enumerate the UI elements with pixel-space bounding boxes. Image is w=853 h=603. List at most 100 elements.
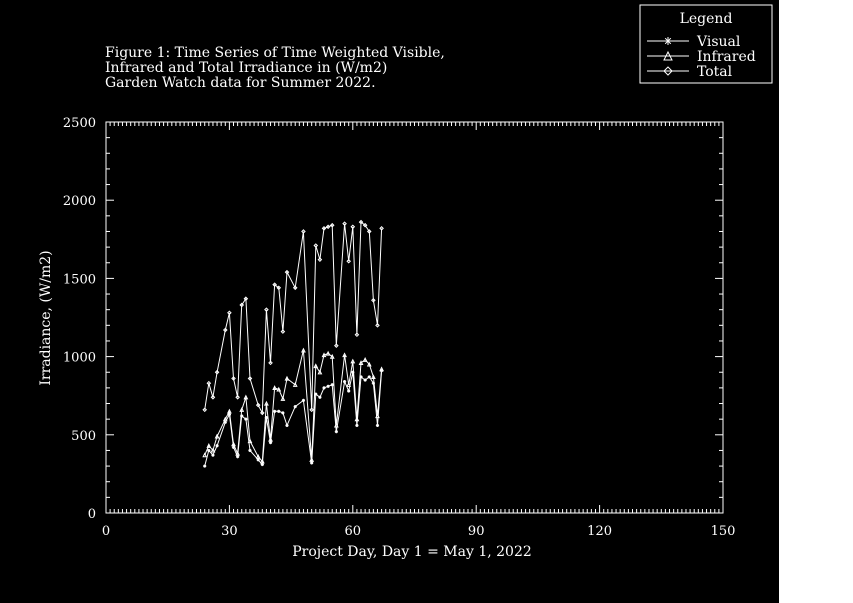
data-point-total bbox=[276, 285, 282, 291]
data-point-infrared bbox=[333, 422, 339, 428]
data-point-total bbox=[309, 407, 314, 413]
data-point-total bbox=[210, 394, 216, 400]
data-point-total bbox=[239, 302, 245, 308]
data-point-total bbox=[264, 307, 269, 312]
data-point-total bbox=[243, 296, 249, 302]
legend-entry-total: Total bbox=[647, 64, 733, 80]
data-point-infrared bbox=[284, 375, 290, 381]
data-point-total bbox=[222, 327, 228, 333]
data-point-total bbox=[292, 285, 298, 291]
data-point-total bbox=[329, 222, 335, 228]
data-point-total bbox=[280, 329, 286, 334]
x-tick-label: 0 bbox=[102, 524, 110, 539]
data-point-total bbox=[354, 332, 360, 338]
data-point-infrared bbox=[313, 363, 319, 369]
data-point-total bbox=[313, 243, 319, 248]
data-point-infrared bbox=[268, 436, 273, 442]
data-point-total bbox=[231, 376, 236, 381]
data-point-infrared bbox=[375, 413, 380, 419]
data-point-visual bbox=[277, 409, 281, 413]
data-point-visual bbox=[301, 398, 306, 402]
data-point-total bbox=[284, 269, 290, 275]
y-tick-label: 500 bbox=[71, 429, 96, 444]
data-point-total bbox=[346, 258, 351, 264]
series-infrared bbox=[202, 347, 385, 464]
data-point-visual bbox=[318, 395, 322, 399]
legend-box bbox=[639, 4, 773, 84]
data-point-infrared bbox=[231, 441, 236, 447]
data-point-infrared bbox=[366, 361, 372, 367]
data-point-visual bbox=[363, 378, 367, 382]
data-point-total bbox=[342, 221, 347, 226]
data-point-total bbox=[325, 224, 331, 230]
data-point-total bbox=[255, 402, 261, 408]
data-point-total bbox=[362, 222, 368, 228]
x-tick-label: 120 bbox=[587, 524, 612, 539]
data-point-infrared bbox=[202, 452, 208, 458]
data-point-visual bbox=[268, 441, 273, 445]
legend-label: Visual bbox=[696, 34, 741, 50]
legend-title: Legend bbox=[680, 11, 733, 27]
data-point-total bbox=[379, 226, 384, 231]
data-point-total bbox=[358, 219, 364, 225]
data-point-infrared bbox=[329, 353, 335, 359]
data-point-visual bbox=[211, 453, 215, 457]
chart-title: Figure 1: Time Series of Time Weighted V… bbox=[105, 45, 445, 91]
data-point-total bbox=[268, 360, 273, 366]
data-point-infrared bbox=[370, 374, 376, 380]
legend-marker-infrared bbox=[663, 50, 673, 61]
legend-marker-visual bbox=[664, 37, 672, 45]
series-line-total bbox=[204, 221, 383, 415]
legend-marker-total bbox=[663, 66, 673, 76]
y-tick-label: 1500 bbox=[63, 272, 96, 287]
y-tick-label: 0 bbox=[88, 507, 96, 522]
data-point-infrared bbox=[346, 382, 352, 387]
data-point-total bbox=[206, 380, 212, 386]
data-point-visual bbox=[207, 448, 211, 453]
title-line-2: Infrared and Total Irradiance in (W/m2) bbox=[105, 60, 387, 76]
data-point-total bbox=[235, 394, 240, 400]
data-point-infrared bbox=[235, 450, 241, 456]
x-tick-label: 60 bbox=[345, 524, 362, 539]
data-point-infrared bbox=[342, 352, 347, 358]
data-point-visual bbox=[330, 383, 334, 387]
data-point-infrared bbox=[255, 453, 261, 459]
data-point-visual bbox=[215, 444, 219, 448]
data-point-total bbox=[321, 226, 327, 231]
data-point-infrared bbox=[309, 457, 315, 462]
legend-entry-visual: Visual bbox=[647, 34, 741, 50]
data-point-infrared bbox=[301, 347, 306, 353]
data-point-visual bbox=[281, 411, 285, 415]
data-point-visual bbox=[375, 423, 380, 428]
y-tick-label: 1000 bbox=[63, 351, 96, 366]
data-point-infrared bbox=[259, 458, 265, 464]
data-point-infrared bbox=[210, 447, 216, 453]
x-axis-label: Project Day, Day 1 = May 1, 2022 bbox=[292, 544, 532, 560]
data-point-visual bbox=[334, 430, 338, 434]
data-point-visual bbox=[203, 464, 207, 468]
series-line-visual bbox=[204, 370, 383, 467]
axis-ticks bbox=[105, 121, 724, 514]
data-point-infrared bbox=[321, 352, 327, 358]
data-point-visual bbox=[244, 417, 248, 421]
series-total bbox=[202, 219, 384, 416]
data-point-total bbox=[214, 369, 220, 375]
data-point-infrared bbox=[354, 416, 360, 422]
y-tick-label: 2000 bbox=[63, 194, 96, 209]
y-axis-label: Irradiance, (W/m2) bbox=[38, 250, 54, 385]
x-tick-label: 30 bbox=[221, 524, 238, 539]
data-point-total bbox=[202, 407, 208, 413]
data-point-infrared bbox=[358, 360, 364, 365]
data-point-infrared bbox=[243, 394, 249, 400]
data-point-infrared bbox=[280, 396, 286, 401]
data-point-total bbox=[350, 224, 356, 230]
data-point-total bbox=[371, 297, 376, 303]
data-point-infrared bbox=[362, 357, 368, 362]
data-point-visual bbox=[293, 405, 297, 409]
y-tick-label: 2500 bbox=[63, 116, 96, 131]
data-point-infrared bbox=[206, 443, 212, 448]
data-point-visual bbox=[342, 380, 347, 384]
irradiance-chart: Figure 1: Time Series of Time Weighted V… bbox=[38, 4, 773, 560]
data-point-visual bbox=[273, 409, 277, 413]
